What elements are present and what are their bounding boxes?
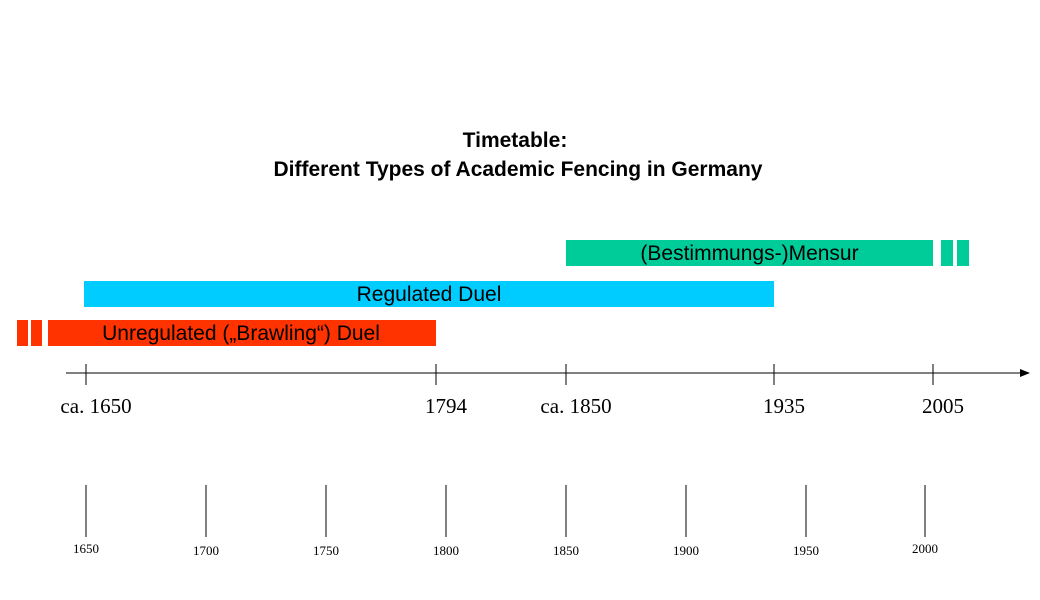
bar-label-mensur: (Bestimmungs-)Mensur	[640, 242, 858, 265]
scale-tick-label: 1950	[793, 543, 819, 558]
scale-tick-label: 1850	[553, 543, 579, 558]
event-markers: ca. 1650 1794 ca. 1850 1935 2005	[60, 364, 964, 418]
title-line-2: Different Types of Academic Fencing in G…	[274, 158, 763, 181]
bar-mensur-continuation-1	[941, 240, 953, 266]
event-label: ca. 1850	[540, 394, 611, 418]
year-scale: 1650 1700 1750 1800 1850 1900 1950 2000	[73, 485, 938, 558]
bar-unregulated	[48, 320, 436, 346]
period-bars: (Bestimmungs-)Mensur Regulated Duel Unregu…	[17, 240, 969, 346]
bar-regulated	[84, 281, 774, 307]
bar-unregulated-continuation-2	[31, 320, 42, 346]
scale-tick-label: 1650	[73, 541, 99, 556]
event-label: ca. 1650	[60, 394, 131, 418]
bar-label-regulated: Regulated Duel	[357, 283, 502, 306]
event-label: 2005	[922, 394, 964, 418]
event-label: 1935	[763, 394, 805, 418]
scale-tick-label: 1700	[193, 543, 219, 558]
scale-tick-label: 2000	[912, 541, 938, 556]
bar-unregulated-continuation-1	[17, 320, 28, 346]
scale-tick-label: 1800	[433, 543, 459, 558]
title-line-1: Timetable:	[463, 129, 568, 152]
scale-tick-label: 1750	[313, 543, 339, 558]
bar-label-unregulated: Unregulated („Brawling“) Duel	[102, 322, 380, 345]
timeline-arrowhead	[1020, 369, 1030, 377]
scale-tick-label: 1900	[673, 543, 699, 558]
event-label: 1794	[425, 394, 468, 418]
bar-mensur	[566, 240, 933, 266]
bar-mensur-continuation-2	[957, 240, 969, 266]
